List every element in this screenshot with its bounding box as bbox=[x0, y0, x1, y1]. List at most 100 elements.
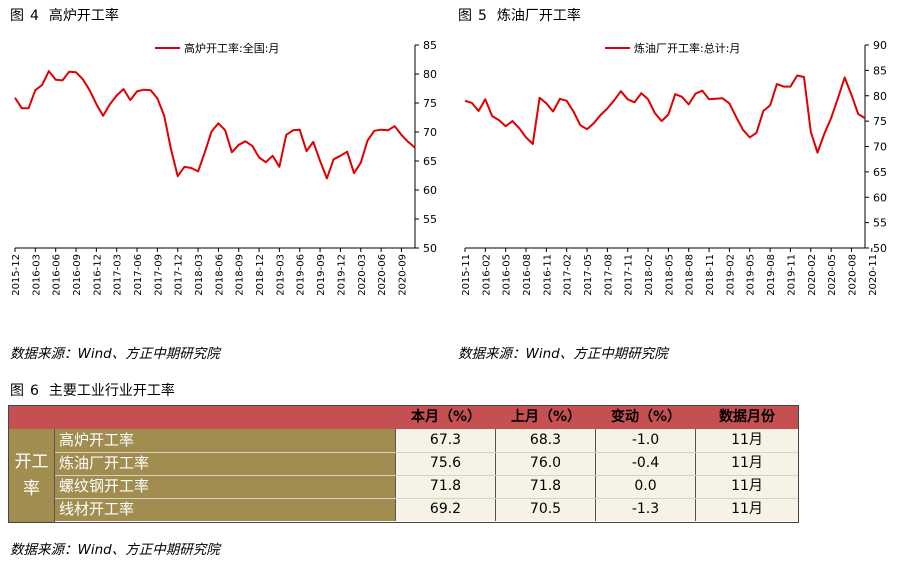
cell-change: 0.0 bbox=[596, 475, 696, 498]
x-tick-label: 2020-09 bbox=[397, 254, 408, 296]
y-tick-label: 85 bbox=[873, 64, 887, 77]
cell-previous: 70.5 bbox=[496, 498, 596, 521]
x-tick-label: 2019-08 bbox=[766, 254, 777, 296]
x-tick-label: 2017-08 bbox=[603, 254, 614, 296]
cell-change: -0.4 bbox=[596, 452, 696, 475]
source-note-fig5: 数据来源：Wind、方正中期研究院 bbox=[458, 346, 668, 362]
group-label: 开工率 bbox=[14, 451, 49, 499]
row-divider bbox=[55, 452, 798, 453]
figure-4-title: 图 4 高炉开工率 bbox=[10, 5, 119, 25]
y-tick-label: 70 bbox=[873, 141, 887, 154]
source-note-fig4: 数据来源：Wind、方正中期研究院 bbox=[10, 346, 220, 362]
figure-number: 4 bbox=[30, 8, 39, 24]
x-tick-label: 2017-03 bbox=[113, 254, 124, 296]
y-tick-label: 65 bbox=[423, 155, 437, 168]
x-tick-label: 2016-09 bbox=[72, 254, 83, 296]
cell-previous: 76.0 bbox=[496, 452, 596, 475]
cell-current: 67.3 bbox=[396, 429, 496, 452]
figure-title-text: 主要工业行业开工率 bbox=[48, 383, 175, 399]
figure-label: 图 bbox=[10, 383, 24, 399]
y-tick-label: 75 bbox=[873, 115, 887, 128]
x-tick-label: 2019-09 bbox=[316, 254, 327, 296]
table-header: 本月（%） 上月（%） 变动（%） 数据月份 bbox=[9, 406, 798, 429]
x-tick-label: 2020-05 bbox=[827, 254, 838, 296]
y-tick-label: 55 bbox=[873, 217, 887, 230]
figure-number: 5 bbox=[478, 8, 487, 24]
header-previous: 上月（%） bbox=[510, 409, 582, 425]
refinery-chart: 50 55 60 65 70 75 80 85 90 2015-11 2016-02 2016-05 2… bbox=[461, 39, 887, 296]
figure-5-title: 图 5 炼油厂开工率 bbox=[458, 5, 581, 25]
header-change: 变动（%） bbox=[610, 409, 682, 425]
y-tick-label: 85 bbox=[423, 39, 437, 52]
cell-month: 11月 bbox=[696, 452, 798, 475]
series-line bbox=[14, 70, 416, 180]
x-tick-label: 2016-08 bbox=[522, 254, 533, 296]
x-tick-label: 2016-06 bbox=[52, 254, 63, 296]
x-tick-label: 2019-11 bbox=[786, 254, 797, 296]
row-divider bbox=[55, 475, 798, 476]
legend-label: 高炉开工率:全国:月 bbox=[184, 41, 279, 55]
figure-6-title: 图 6 主要工业行业开工率 bbox=[10, 380, 175, 400]
blast-furnace-chart: 50 55 60 65 70 75 80 85 2015-12 2016-03 2016-06 201… bbox=[11, 39, 437, 296]
x-tick-label: 2020-11 bbox=[868, 254, 879, 296]
x-tick-label: 2020-03 bbox=[357, 254, 368, 296]
cell-previous: 68.3 bbox=[496, 429, 596, 452]
x-tick-label: 2017-02 bbox=[563, 254, 574, 296]
legend-label: 炼油厂开工率:总计:月 bbox=[634, 41, 740, 55]
x-tick-label: 2016-12 bbox=[92, 254, 103, 296]
x-tick-label: 2017-09 bbox=[153, 254, 164, 296]
x-tick-label: 2019-02 bbox=[725, 254, 736, 296]
x-tick-label: 2017-12 bbox=[174, 254, 185, 296]
series-line bbox=[464, 74, 866, 154]
x-tick-label: 2019-06 bbox=[296, 254, 307, 296]
x-tick-label: 2017-06 bbox=[133, 254, 144, 296]
x-tick-label: 2018-05 bbox=[664, 254, 675, 296]
x-tick-label: 2016-05 bbox=[502, 254, 513, 296]
y-tick-label: 75 bbox=[423, 97, 437, 110]
figure-label: 图 bbox=[458, 8, 472, 24]
x-tick-label: 2018-06 bbox=[214, 254, 225, 296]
utilization-table: 本月（%） 上月（%） 变动（%） 数据月份 开工率 高炉开工率 67.3 68… bbox=[8, 405, 799, 523]
cell-month: 11月 bbox=[696, 498, 798, 521]
x-tick-label: 2020-02 bbox=[807, 254, 818, 296]
x-tick-label: 2020-08 bbox=[847, 254, 858, 296]
y-tick-label: 65 bbox=[873, 166, 887, 179]
x-tick-label: 2016-02 bbox=[481, 254, 492, 296]
cell-change: -1.3 bbox=[596, 498, 696, 521]
y-tick-label: 50 bbox=[873, 242, 887, 255]
cell-change: -1.0 bbox=[596, 429, 696, 452]
x-tick-label: 2019-05 bbox=[746, 254, 757, 296]
x-tick-label: 2016-11 bbox=[542, 254, 553, 296]
cell-month: 11月 bbox=[696, 475, 798, 498]
y-tick-label: 60 bbox=[873, 191, 887, 204]
figure-label: 图 bbox=[10, 8, 24, 24]
y-tick-label: 50 bbox=[423, 242, 437, 255]
x-tick-label: 2018-08 bbox=[685, 254, 696, 296]
x-tick-label: 2018-03 bbox=[194, 254, 205, 296]
row-name: 线材开工率 bbox=[55, 498, 396, 521]
x-tick-label: 2015-12 bbox=[11, 254, 22, 296]
y-tick-label: 80 bbox=[873, 90, 887, 103]
x-tick-label: 2018-02 bbox=[644, 254, 655, 296]
cell-current: 75.6 bbox=[396, 452, 496, 475]
figure-title-text: 炼油厂开工率 bbox=[496, 8, 581, 24]
x-tick-label: 2019-03 bbox=[275, 254, 286, 296]
x-tick-label: 2020-06 bbox=[377, 254, 388, 296]
y-tick-label: 60 bbox=[423, 184, 437, 197]
row-name: 炼油厂开工率 bbox=[55, 452, 396, 475]
header-current: 本月（%） bbox=[410, 409, 482, 425]
header-month: 数据月份 bbox=[719, 409, 775, 425]
y-tick-label: 80 bbox=[423, 68, 437, 81]
row-divider bbox=[55, 498, 798, 499]
table-row: 线材开工率 69.2 70.5 -1.3 11月 bbox=[55, 498, 798, 521]
cell-month: 11月 bbox=[696, 429, 798, 452]
table-row: 炼油厂开工率 75.6 76.0 -0.4 11月 bbox=[55, 452, 798, 475]
row-name: 高炉开工率 bbox=[55, 429, 396, 452]
table-row: 螺纹钢开工率 71.8 71.8 0.0 11月 bbox=[55, 475, 798, 498]
x-tick-label: 2017-05 bbox=[583, 254, 594, 296]
figure-title-text: 高炉开工率 bbox=[48, 8, 119, 24]
group-label-cell: 开工率 bbox=[9, 429, 55, 522]
table-row: 高炉开工率 67.3 68.3 -1.0 11月 bbox=[55, 429, 798, 452]
x-tick-label: 2018-11 bbox=[705, 254, 716, 296]
y-tick-label: 55 bbox=[423, 213, 437, 226]
